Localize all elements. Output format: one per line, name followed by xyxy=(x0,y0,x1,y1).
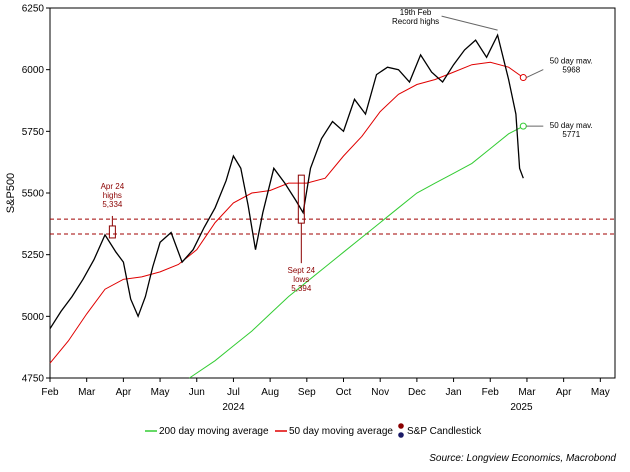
legend: 200 day moving average 50 day moving aver… xyxy=(145,423,482,438)
annotation-leader xyxy=(441,15,498,31)
plot-frame xyxy=(49,7,616,379)
annotation-text: 5771 xyxy=(562,130,580,139)
annotation-text: highs xyxy=(103,191,122,200)
x-tick-label: Jun xyxy=(189,387,205,398)
annotation-marker xyxy=(108,225,116,239)
series-200-day-moving-average xyxy=(189,125,524,379)
x-tick-label: Feb xyxy=(41,387,59,398)
y-tick-label: 4750 xyxy=(22,374,45,385)
annotation-marker xyxy=(297,174,305,224)
x-tick-label: Apr xyxy=(556,387,572,398)
annotation-text: Record highs xyxy=(392,17,439,26)
source-note: Source: Longview Economics, Macrobond xyxy=(429,453,616,464)
x-tick-label: Oct xyxy=(336,387,352,398)
x-tick-label: Mar xyxy=(518,387,536,398)
x-year-label: 2025 xyxy=(510,402,533,413)
y-tick-label: 6000 xyxy=(22,65,45,76)
annotation-text: lows xyxy=(293,275,309,284)
y-tick-label: 5000 xyxy=(22,312,45,323)
y-tick-label: 6250 xyxy=(22,4,45,15)
legend-label: 50 day moving average xyxy=(289,426,393,437)
series-50-day-moving-average xyxy=(49,61,524,364)
annotation-text: 19th Feb xyxy=(400,8,432,17)
x-ticks: Feb Mar Apr May Jun Jul Aug Sep Oct Nov Dec Jan Feb M… xyxy=(41,378,610,413)
x-tick-label: Aug xyxy=(261,387,279,398)
series-s-p-candlestick xyxy=(49,33,524,330)
x-tick-label: Dec xyxy=(408,387,426,398)
x-tick-label: Mar xyxy=(78,387,96,398)
legend-swatch xyxy=(398,423,404,429)
annotation-text: 50 day mav. xyxy=(550,57,593,66)
x-year-label: 2024 xyxy=(222,402,245,413)
y-ticks: 4750 5000 5250 5500 5750 6000 6250 xyxy=(22,4,50,385)
x-tick-label: Jul xyxy=(227,387,240,398)
y-tick-label: 5750 xyxy=(22,127,45,138)
x-tick-label: Nov xyxy=(371,387,389,398)
annotation-text: 50 day mav. xyxy=(550,121,593,130)
x-tick-label: May xyxy=(591,387,610,398)
x-tick-label: Sep xyxy=(298,387,316,398)
annotation-text: Sept 24 xyxy=(288,266,316,275)
legend-label: 200 day moving average xyxy=(159,426,269,437)
annotation-marker xyxy=(519,74,527,82)
y-axis-label: S&P500 xyxy=(5,173,17,213)
annotation-text: 5,334 xyxy=(102,200,123,209)
x-tick-label: Feb xyxy=(482,387,500,398)
annotation-text: 5968 xyxy=(562,66,580,75)
x-tick-label: Apr xyxy=(116,387,132,398)
legend-label: S&P Candlestick xyxy=(407,426,482,437)
annotation-leader xyxy=(526,69,544,79)
reference-lines xyxy=(50,218,615,235)
annotation-text: Apr 24 xyxy=(101,182,125,191)
legend-swatch xyxy=(398,432,404,438)
x-tick-label: Jan xyxy=(446,387,462,398)
annotation-marker xyxy=(519,122,527,130)
y-tick-label: 5250 xyxy=(22,250,45,261)
x-tick-label: May xyxy=(151,387,170,398)
series-layer xyxy=(49,33,524,379)
y-tick-label: 5500 xyxy=(22,189,45,200)
annotation-text: 5,394 xyxy=(291,284,312,293)
